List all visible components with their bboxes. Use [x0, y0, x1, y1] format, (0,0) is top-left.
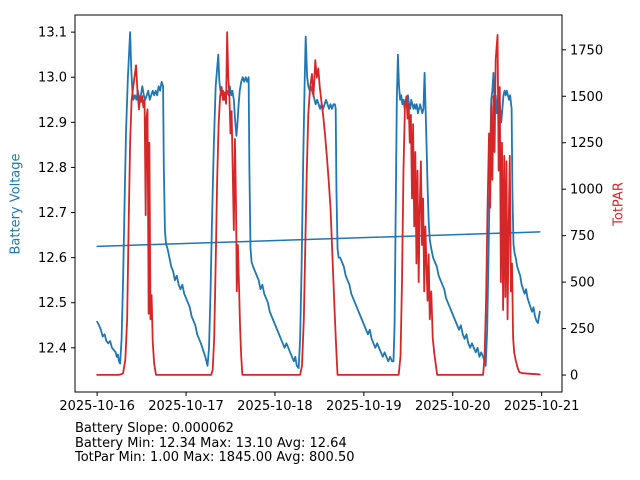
left-tick-label: 12.5 [38, 296, 67, 311]
annotation-totpar-stats: TotPar Min: 1.00 Max: 1845.00 Avg: 800.5… [75, 450, 355, 466]
left-tick-label: 12.8 [38, 161, 67, 176]
right-tick-label: 1750 [570, 43, 603, 58]
right-tick-label: 750 [570, 229, 595, 244]
annotation-battery-slope: Battery Slope: 0.000062 [75, 421, 234, 436]
right-tick-label: 500 [570, 276, 595, 291]
right-tick-label: 0 [570, 369, 578, 384]
left-tick-label: 13.0 [38, 71, 67, 86]
left-tick-label: 12.9 [38, 116, 67, 131]
left-tick-label: 12.4 [38, 341, 67, 356]
annotation-battery-stats: Battery Min: 12.34 Max: 13.10 Avg: 12.64 [75, 435, 347, 451]
right-tick-label: 1500 [570, 90, 603, 105]
right-tick-label: 1250 [570, 136, 603, 151]
left-axis-label: Battery Voltage [8, 153, 24, 255]
battery-voltage-line [96, 31, 541, 370]
totpar-line [96, 31, 541, 376]
right-tick-label: 1000 [570, 183, 603, 198]
left-tick-label: 13.1 [38, 26, 67, 41]
left-tick-label: 12.7 [38, 206, 67, 221]
x-tick-label: 2025-10-20 [415, 399, 491, 414]
right-axis-label: TotPAR [611, 182, 627, 226]
battery-trend-line [96, 231, 541, 248]
left-tick-label: 12.6 [38, 251, 67, 266]
x-tick-label: 2025-10-19 [326, 399, 402, 414]
stats-annotations: Battery Slope: 0.000062 Battery Min: 12.… [75, 421, 355, 466]
plot-border [74, 14, 563, 393]
x-tick-label: 2025-10-17 [148, 399, 224, 414]
right-tick-label: 250 [570, 322, 595, 337]
x-tick-label: 2025-10-16 [59, 399, 135, 414]
x-tick-label: 2025-10-18 [237, 399, 313, 414]
x-tick-label: 2025-10-21 [504, 399, 580, 414]
